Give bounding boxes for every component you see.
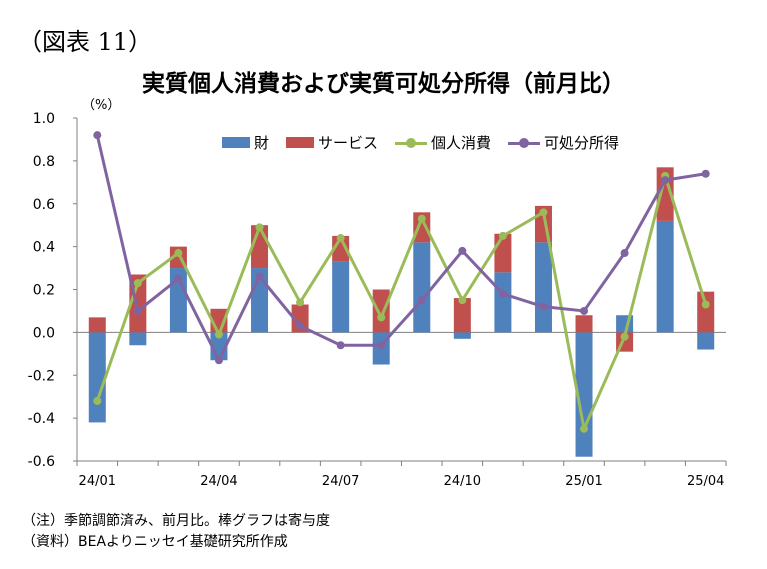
point-disposable-income [93,131,102,140]
point-disposable-income [620,249,629,258]
bar-goods [656,220,674,333]
bar-services [88,317,106,333]
bar-goods [494,272,512,333]
y-tick-label: 0.8 [33,154,55,170]
legend-item-disposable-income: 可処分所得 [508,132,619,153]
point-disposable-income [336,341,345,350]
chart-legend: 財 サービス 個人消費 可処分所得 [222,132,636,153]
point-disposable-income [296,321,305,330]
point-disposable-income [701,169,710,178]
bar-goods [534,242,552,333]
bar-goods [88,332,106,423]
bar-services [291,304,309,333]
point-consumption [620,332,629,341]
line-disposable-income [95,134,706,362]
point-disposable-income [174,274,183,283]
legend-swatch-services [286,137,315,148]
point-consumption [539,208,548,217]
point-disposable-income [255,272,264,281]
legend-marker-disposable-income [508,137,541,148]
legend-marker-consumption [395,137,428,148]
bar-goods [575,332,593,457]
bar-goods [453,332,471,339]
legend-item-consumption: 個人消費 [395,132,491,153]
bar-goods [332,261,350,333]
x-tick-label: 24/07 [322,474,359,489]
legend-swatch-goods [222,137,250,148]
source-line: （資料）BEAよりニッセイ基礎研究所作成 [22,534,288,550]
y-tick-label: -0.2 [28,368,55,384]
point-consumption [498,231,507,240]
point-consumption [214,330,223,339]
y-axis-unit: （%） [82,98,121,113]
y-tick-label: 0.6 [33,197,55,213]
point-consumption [701,300,710,309]
point-disposable-income [214,356,223,365]
point-disposable-income [417,296,426,305]
point-disposable-income [458,246,467,255]
y-tick-label: 1.0 [33,111,55,127]
figure-label: （図表 11） [18,28,153,56]
x-tick-label: 24/04 [200,474,237,489]
point-consumption [377,313,386,322]
x-tick-label: 24/10 [444,474,481,489]
bar-goods [697,332,715,350]
legend-label-consumption: 個人消費 [431,134,492,152]
point-consumption [580,424,589,433]
x-tick-label: 24/01 [79,474,116,489]
legend-label-disposable-income: 可処分所得 [544,134,620,152]
y-tick-label: 0.4 [33,240,55,256]
point-consumption [458,296,467,305]
point-consumption [174,249,183,258]
point-consumption [133,279,142,288]
point-disposable-income [661,176,670,185]
legend-label-services: サービス [318,134,379,152]
legend-item-services: サービス [286,132,378,153]
point-consumption [93,396,102,405]
legend-label-goods: 財 [254,134,270,152]
point-disposable-income [539,302,548,311]
point-consumption [296,298,305,307]
note-line: （注）季節調節済み、前月比。棒グラフは寄与度 [22,513,330,529]
y-tick-label: 0.2 [33,283,55,299]
point-disposable-income [377,341,386,350]
point-consumption [417,214,426,223]
legend-item-goods: 財 [222,132,269,153]
y-tick-label: -0.4 [28,411,55,427]
x-tick-label: 25/04 [687,474,724,489]
bar-services [372,289,390,333]
y-tick-label: -0.6 [28,454,55,470]
bar-services [453,298,471,333]
point-consumption [336,234,345,243]
x-tick-label: 25/01 [565,474,602,489]
bar-goods [129,332,147,346]
y-tick-label: 0.0 [33,325,55,341]
point-disposable-income [133,306,142,315]
point-disposable-income [580,306,589,315]
bar-services [697,291,715,333]
chart-title: 実質個人消費および実質可処分所得（前月比） [142,71,625,97]
point-consumption [255,223,264,232]
point-disposable-income [498,289,507,298]
chart-notes: （注）季節調節済み、前月比。棒グラフは寄与度 （資料）BEAよりニッセイ基礎研究… [22,511,330,553]
bar-goods [413,242,431,333]
bar-services [413,212,431,243]
bar-services [575,315,593,333]
line-consumption [95,174,708,431]
